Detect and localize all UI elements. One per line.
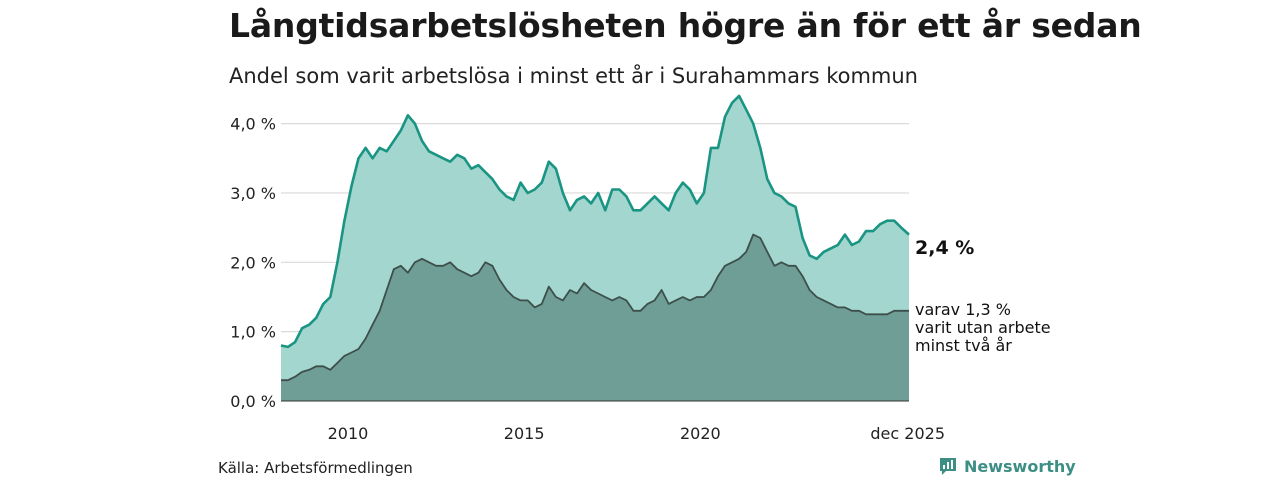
two-years-end-label-line: varav 1,3 % bbox=[915, 300, 1011, 319]
series-line-total bbox=[280, 94, 910, 349]
x-axis-ticks: 2010 2015 2020 dec 2025 bbox=[328, 424, 945, 443]
brand-name: Newsworthy bbox=[964, 456, 1076, 476]
series-line-two_years bbox=[281, 233, 909, 382]
brand-logo: Newsworthy bbox=[938, 456, 1076, 476]
series-area-two_years bbox=[281, 234, 909, 401]
chart-title: Långtidsarbetslösheten högre än för ett … bbox=[229, 6, 1142, 45]
source-note: Källa: Arbetsförmedlingen bbox=[218, 459, 413, 477]
x-tick-label: 2015 bbox=[504, 424, 545, 443]
y-axis-ticks: 0,0 % 1,0 % 2,0 % 3,0 % 4,0 % bbox=[230, 115, 276, 411]
x-tick-label: 2020 bbox=[680, 424, 721, 443]
y-tick-label: 3,0 % bbox=[230, 184, 276, 203]
y-tick-label: 2,0 % bbox=[230, 253, 276, 272]
y-tick-label: 0,0 % bbox=[230, 392, 276, 411]
y-tick-label: 1,0 % bbox=[230, 323, 276, 342]
two-years-end-label-line: varit utan arbete bbox=[915, 318, 1051, 337]
total-end-label: 2,4 % bbox=[915, 237, 974, 259]
x-tick-label: 2010 bbox=[328, 424, 369, 443]
series-end-labels: 2,4 % varav 1,3 % varit utan arbete minst t… bbox=[915, 237, 1051, 355]
y-tick-label: 4,0 % bbox=[230, 115, 276, 134]
x-tick-label: dec 2025 bbox=[870, 424, 945, 443]
chart-subtitle: Andel som varit arbetslösa i minst ett å… bbox=[229, 64, 918, 88]
series-areas bbox=[280, 94, 910, 402]
two-years-end-label-line: minst två år bbox=[915, 336, 1012, 355]
two-years-end-label: varav 1,3 % varit utan arbete minst två år bbox=[915, 300, 1051, 355]
newsworthy-logo-icon bbox=[940, 458, 956, 475]
